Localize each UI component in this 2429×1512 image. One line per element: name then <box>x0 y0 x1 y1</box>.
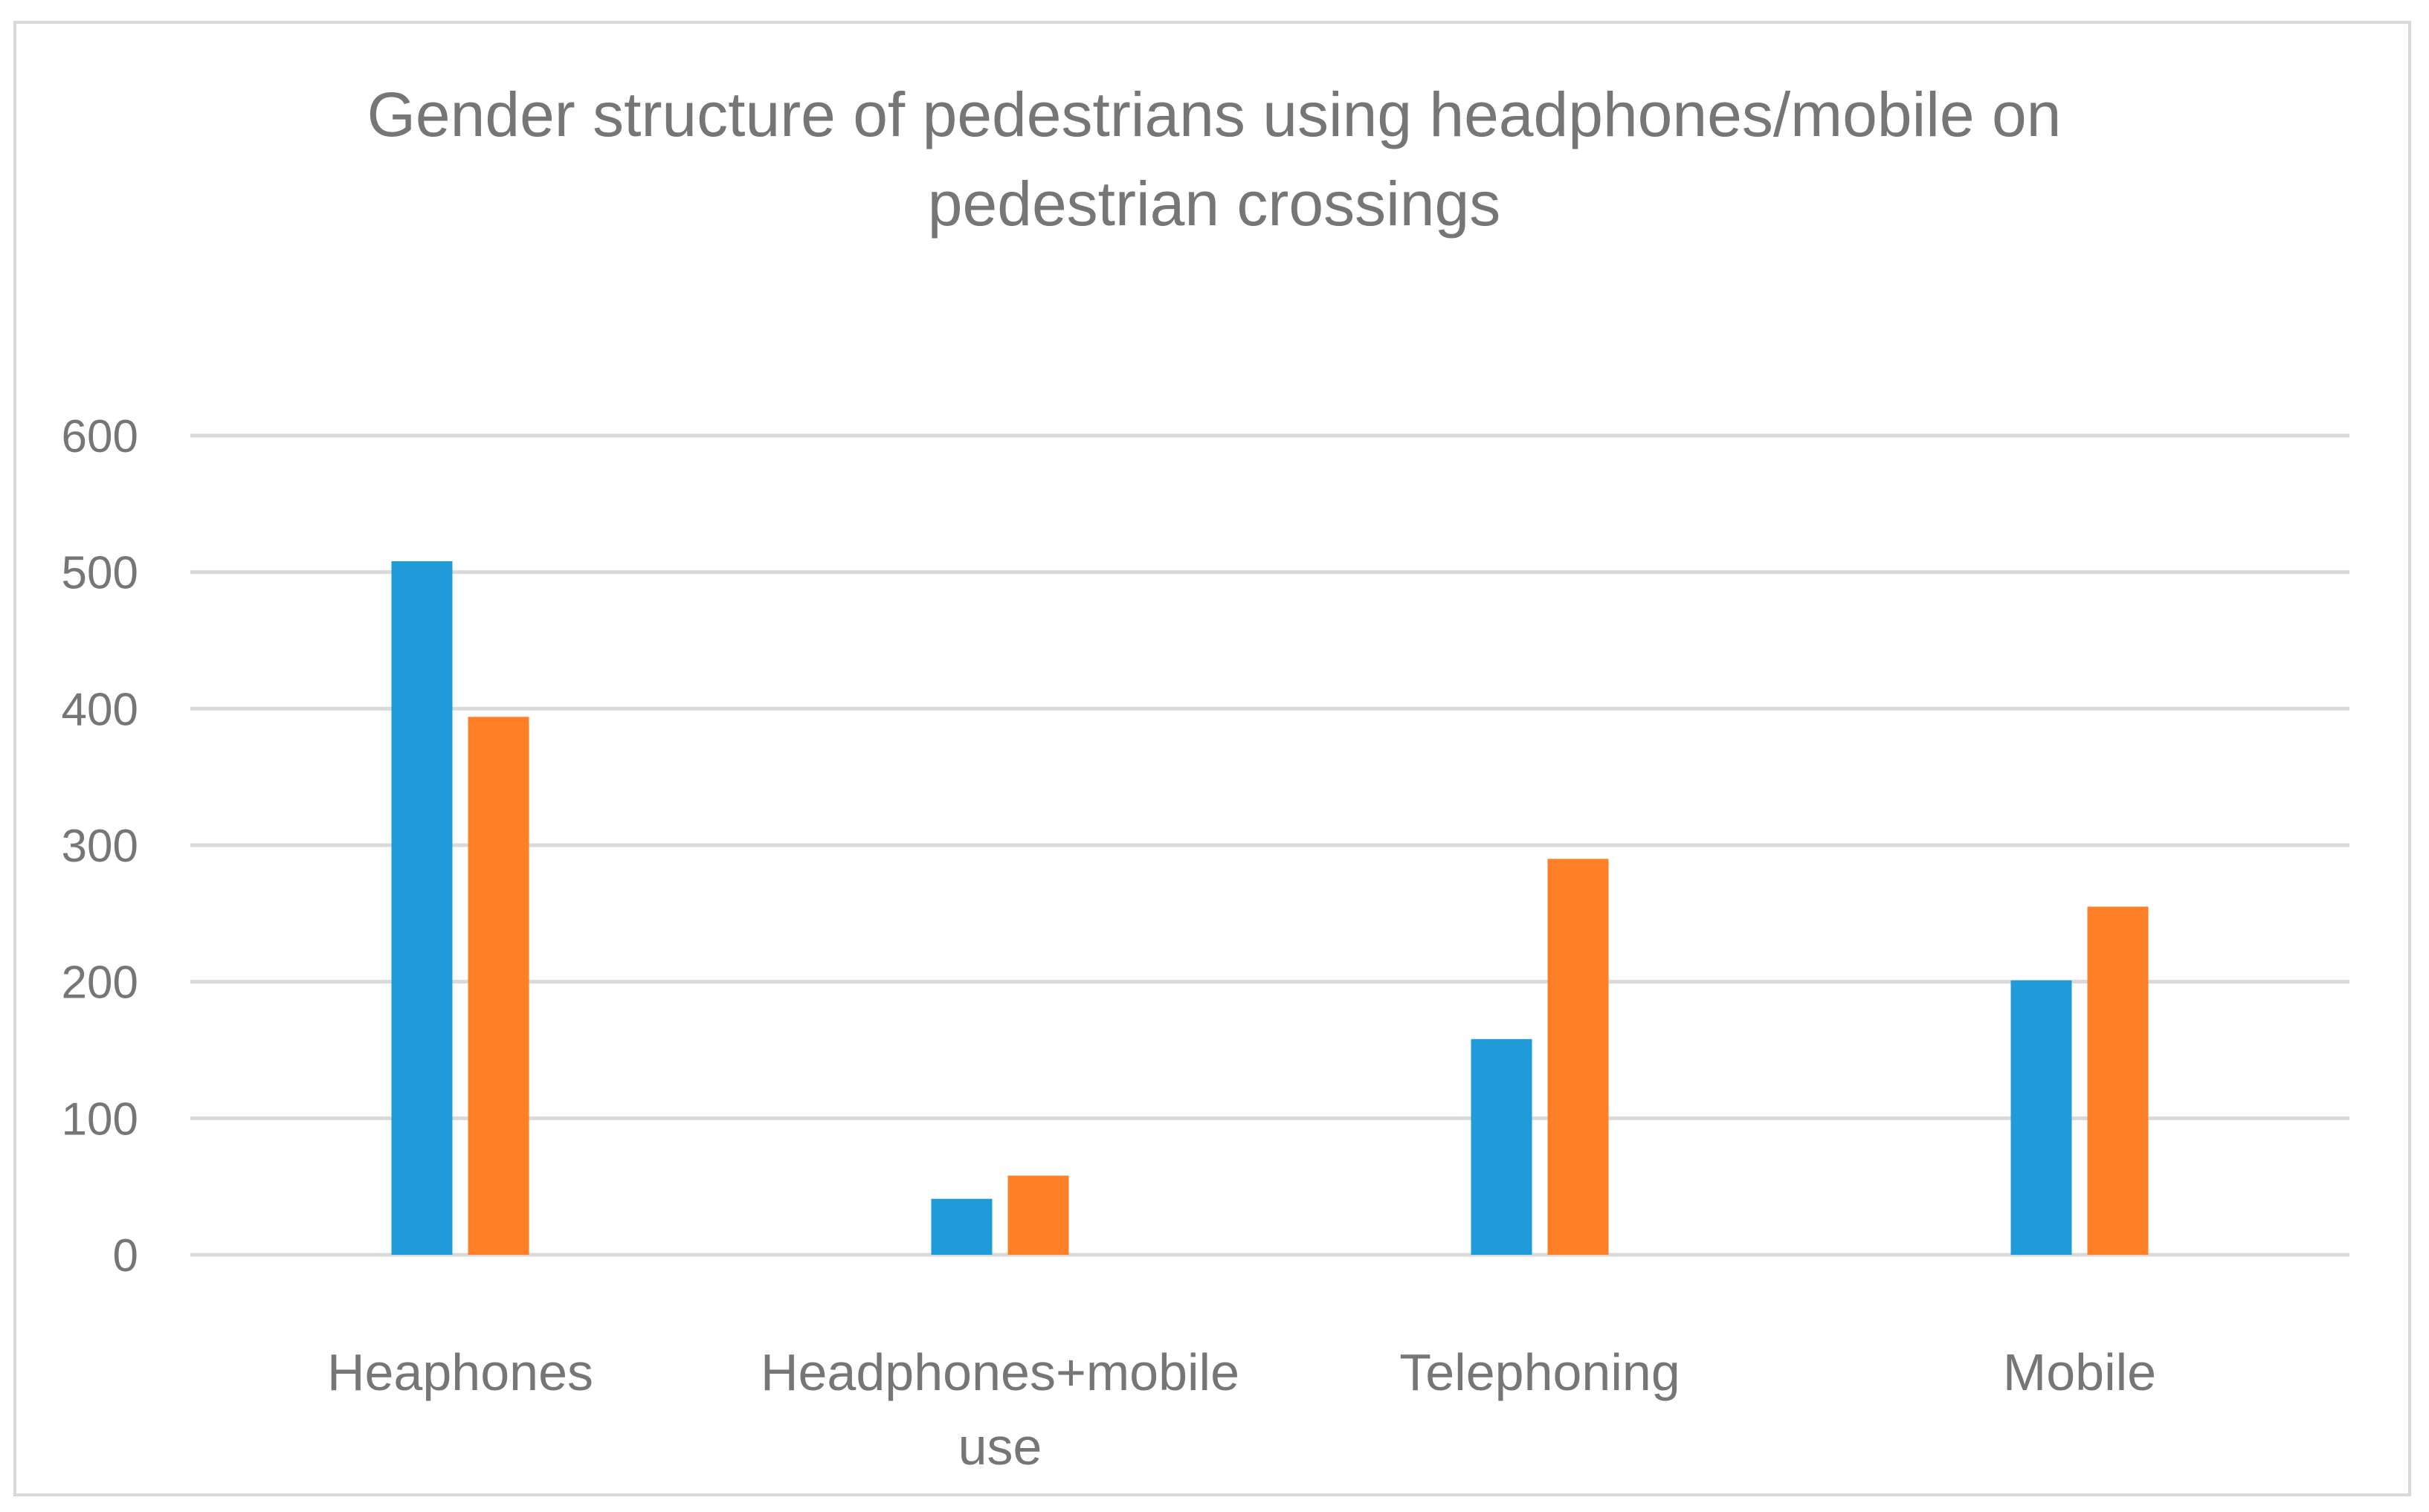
bar <box>931 1198 993 1255</box>
bar <box>1007 1175 1069 1255</box>
bar <box>2087 906 2149 1255</box>
y-tick-label: 500 <box>62 548 138 599</box>
bar <box>391 560 453 1255</box>
x-category-label: Headphones+mobile <box>761 1343 1239 1401</box>
bars <box>391 560 2149 1255</box>
y-tick-label: 200 <box>62 957 138 1009</box>
x-category-label: use <box>958 1418 1042 1476</box>
y-tick-label: 100 <box>62 1093 138 1145</box>
bar <box>1471 1038 1532 1255</box>
x-category-label: Mobile <box>2003 1343 2156 1401</box>
bar <box>468 717 529 1255</box>
x-category-label: Telephoning <box>1399 1343 1680 1401</box>
y-tick-label: 400 <box>62 684 138 735</box>
x-axis-labels: Heaphones Headphones+mobile use Telephoning… <box>327 1343 2156 1476</box>
gridlines <box>190 433 2349 1257</box>
y-tick-label: 600 <box>62 411 138 462</box>
y-axis-ticks: 0 100 200 300 400 500 600 <box>62 411 138 1282</box>
chart-title-line-2: pedestrian crossings <box>928 169 1500 239</box>
y-tick-label: 0 <box>113 1230 138 1282</box>
bar <box>2010 980 2072 1255</box>
x-category-label: Heaphones <box>327 1343 593 1401</box>
chart-title-line-1: Gender structure of pedestrians using he… <box>367 80 2062 149</box>
bar <box>1547 859 1609 1255</box>
y-tick-label: 300 <box>62 821 138 872</box>
